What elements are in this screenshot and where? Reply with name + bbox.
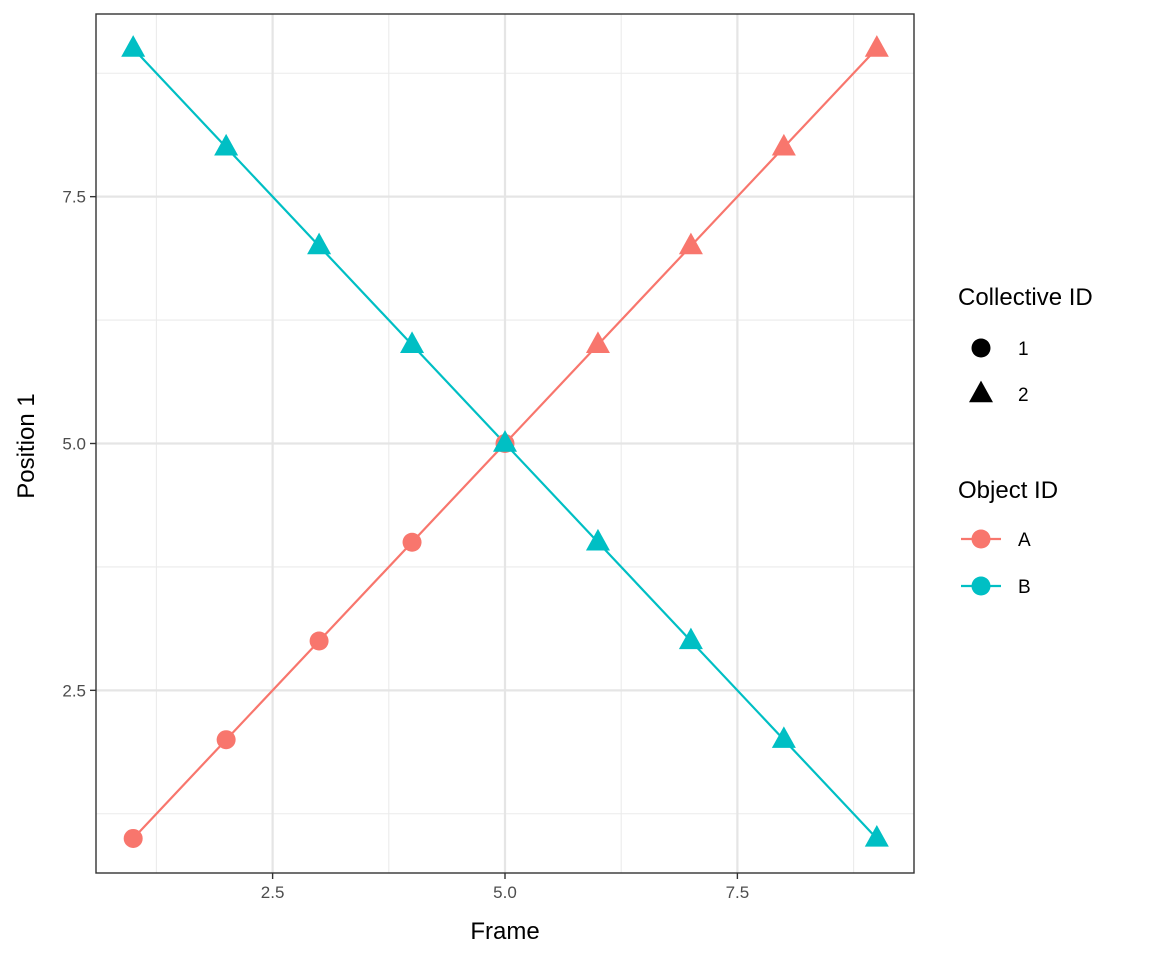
data-point — [585, 331, 610, 353]
data-point — [771, 726, 796, 748]
legend-label: B — [1018, 577, 1031, 598]
legend: Collective ID 1 2 Object ID A B — [958, 284, 1093, 598]
legend-title: Collective ID — [958, 284, 1093, 311]
data-point — [216, 730, 236, 750]
legend-object-id: Object ID A B — [958, 477, 1058, 598]
data-point — [493, 430, 517, 452]
data-point — [309, 631, 329, 651]
data-point — [214, 133, 239, 156]
legend-collective-id: Collective ID 1 2 — [958, 284, 1093, 406]
legend-label: 1 — [1018, 339, 1029, 360]
data-point — [307, 232, 332, 255]
y-tick-label: 5.0 — [62, 435, 86, 454]
x-tick-label: 5.0 — [493, 883, 517, 902]
data-point — [585, 528, 610, 551]
y-axis-title: Position 1 — [13, 393, 40, 498]
legend-key-triangle — [969, 380, 993, 403]
legend-label: 2 — [1018, 385, 1029, 406]
series-layer — [121, 35, 889, 848]
legend-key-circle — [971, 338, 991, 358]
data-point — [400, 331, 425, 353]
data-point — [678, 627, 703, 650]
data-point — [678, 232, 703, 255]
data-point — [402, 532, 422, 552]
series-markers-B — [121, 35, 889, 847]
y-tick-label: 7.5 — [62, 188, 86, 207]
legend-key-circle — [971, 529, 991, 549]
x-tick-label: 7.5 — [726, 883, 750, 902]
data-point — [864, 825, 889, 847]
data-point — [864, 35, 889, 57]
x-axis-title: Frame — [470, 918, 539, 945]
axes: 2.5 5.0 7.5 2.5 5.0 7.5 — [62, 188, 749, 902]
legend-key-circle — [971, 576, 991, 596]
y-tick-label: 2.5 — [62, 681, 86, 700]
data-point — [123, 828, 143, 848]
data-point — [771, 133, 796, 156]
legend-title: Object ID — [958, 477, 1058, 504]
data-point — [121, 35, 146, 57]
legend-label: A — [1018, 530, 1031, 551]
x-tick-label: 2.5 — [261, 883, 285, 902]
